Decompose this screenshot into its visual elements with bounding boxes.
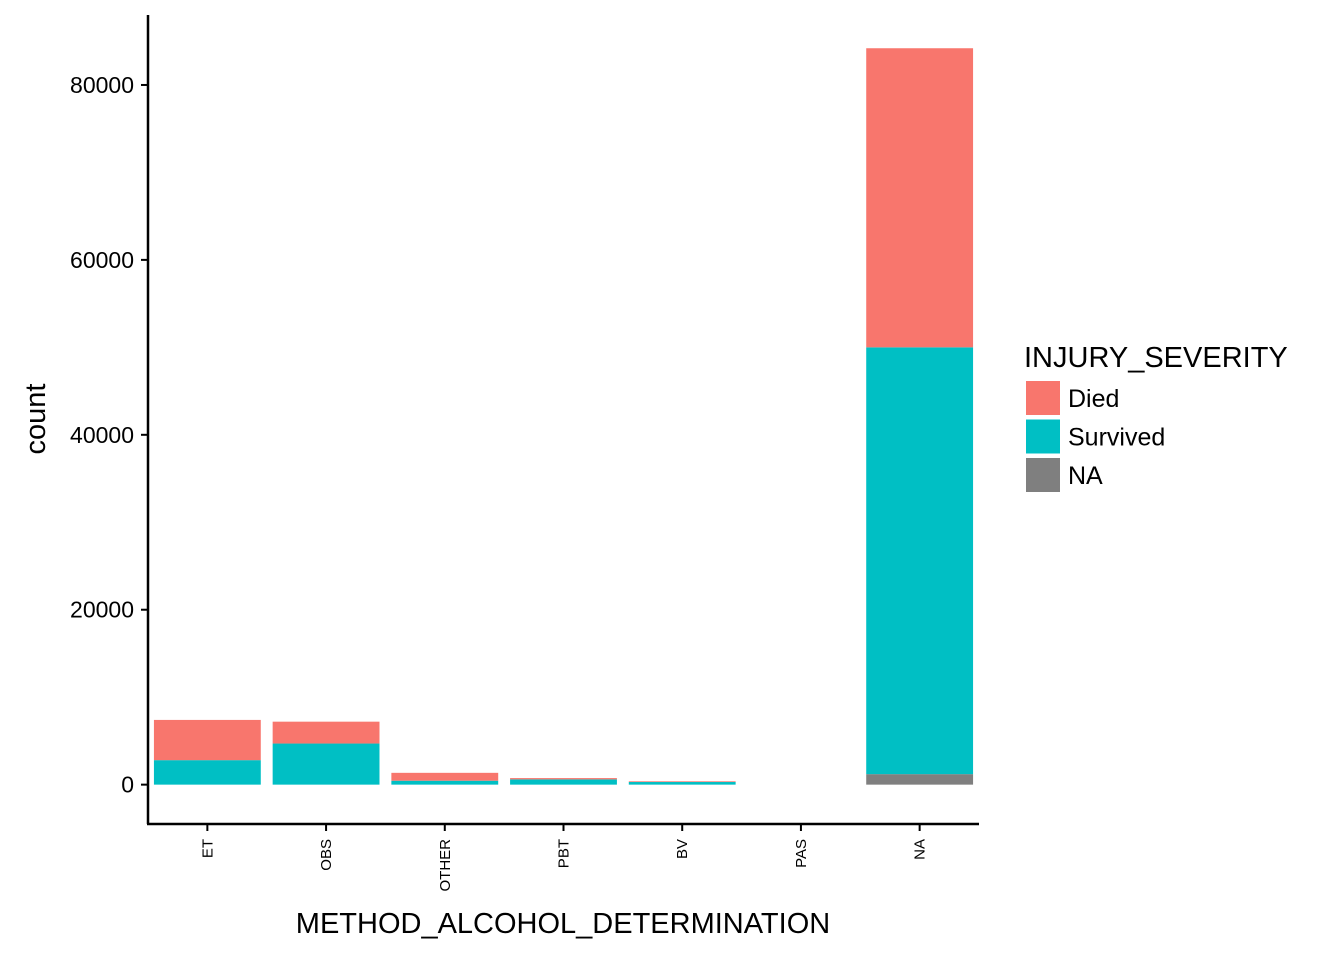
x-tick-label-pas: PAS — [793, 839, 810, 868]
y-tick-label: 20000 — [70, 597, 134, 623]
y-tick-label: 80000 — [70, 72, 134, 98]
y-tick-label: 0 — [121, 772, 134, 798]
bar-na-survived — [866, 347, 973, 774]
bar-obs-survived — [273, 744, 380, 785]
x-tick-label-other: OTHER — [437, 839, 454, 892]
x-axis-title: METHOD_ALCOHOL_DETERMINATION — [296, 908, 830, 940]
y-tick-label: 40000 — [70, 422, 134, 448]
legend-label-survived: Survived — [1068, 424, 1165, 452]
x-tick-label-bv: BV — [674, 839, 691, 859]
bars-layer — [154, 48, 973, 784]
x-tick-label-pbt: PBT — [556, 839, 573, 868]
legend: INJURY_SEVERITY Died Survived NA — [1024, 342, 1288, 492]
x-tick-label-obs: OBS — [318, 839, 335, 871]
y-axis-title: count — [20, 384, 52, 455]
x-tick-label-et: ET — [199, 839, 216, 858]
bar-bv-died — [629, 781, 736, 782]
bar-et-died — [154, 720, 261, 760]
legend-label-na: NA — [1068, 462, 1103, 490]
bar-obs-died — [273, 722, 380, 744]
bar-bv-survived — [629, 782, 736, 785]
y-ticks: 0 20000 40000 60000 80000 — [70, 72, 148, 798]
legend-swatch-died — [1026, 381, 1060, 415]
bar-na-died — [866, 48, 973, 347]
y-tick-label: 60000 — [70, 247, 134, 273]
legend-title: INJURY_SEVERITY — [1024, 342, 1288, 374]
x-tick-label-na: NA — [912, 839, 929, 860]
bar-na-na — [866, 774, 973, 784]
bar-other-died — [391, 773, 498, 781]
x-ticks: ET OBS OTHER PBT BV PAS NA — [199, 824, 928, 892]
axes-layer — [147, 15, 979, 824]
legend-label-died: Died — [1068, 385, 1119, 413]
legend-swatch-na — [1026, 458, 1060, 492]
bar-pbt-died — [510, 778, 617, 779]
bar-et-survived — [154, 760, 261, 784]
legend-swatch-survived — [1026, 420, 1060, 454]
bar-pbt-survived — [510, 779, 617, 784]
bar-other-survived — [391, 781, 498, 785]
